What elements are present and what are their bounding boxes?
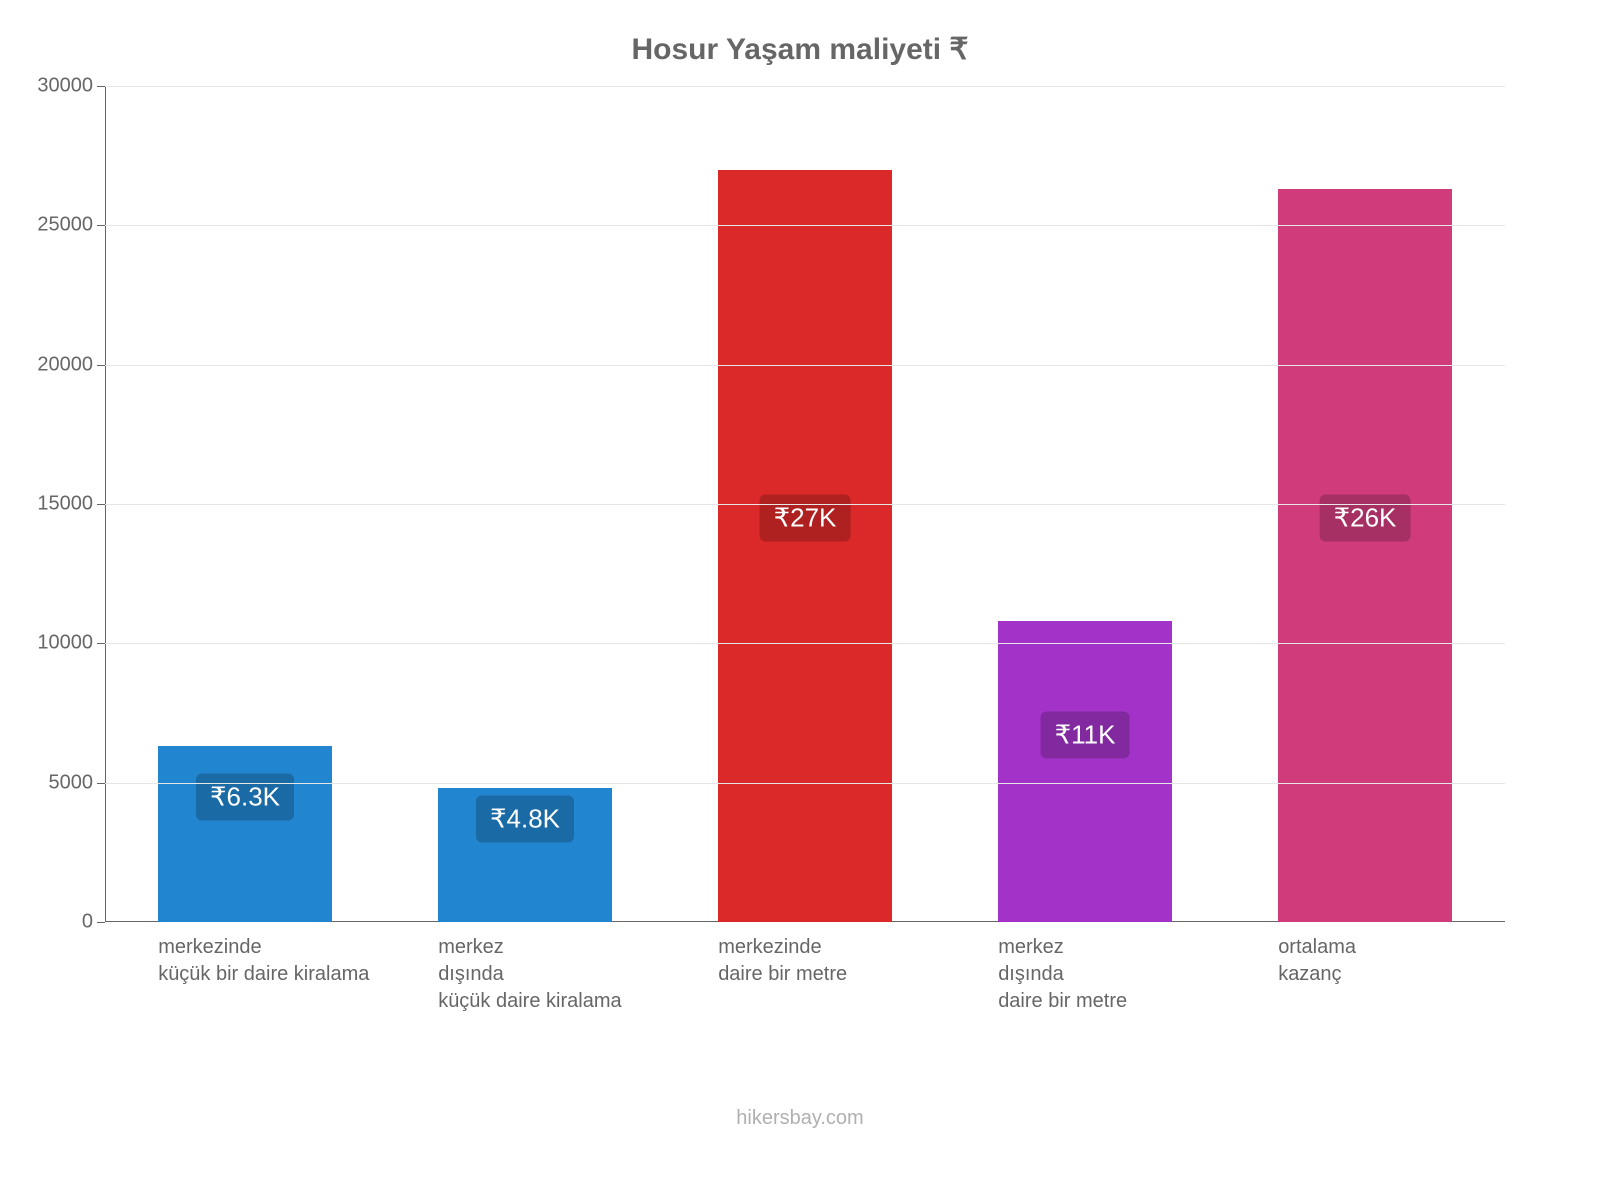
gridline: [105, 783, 1505, 784]
y-tick-label: 15000: [37, 493, 93, 516]
x-tick-label: ortalama kazanç: [1278, 934, 1544, 988]
gridline: [105, 504, 1505, 505]
bar: [1278, 189, 1452, 922]
y-tick-mark: [97, 365, 105, 366]
y-tick-label: 0: [82, 911, 93, 934]
chart-title: Hosur Yaşam maliyeti ₹: [0, 32, 1600, 67]
y-tick-label: 20000: [37, 353, 93, 376]
y-tick-mark: [97, 225, 105, 226]
bar-value-badge: ₹27K: [760, 494, 851, 541]
gridline: [105, 643, 1505, 644]
bar: [718, 170, 892, 922]
bar-value-badge: ₹4.8K: [476, 795, 574, 842]
y-tick-label: 25000: [37, 214, 93, 237]
gridline: [105, 86, 1505, 87]
gridline: [105, 365, 1505, 366]
y-tick-label: 5000: [49, 771, 94, 794]
attribution-text: hikersbay.com: [0, 1107, 1600, 1130]
bar-value-badge: ₹6.3K: [196, 773, 294, 820]
cost-of-living-chart: Hosur Yaşam maliyeti ₹ ₹6.3K ₹4.8K ₹27K ₹11…: [0, 0, 1600, 1200]
bar-value-badge: ₹11K: [1041, 712, 1130, 759]
plot-area: ₹6.3K₹4.8K₹27K₹11K₹26K 05000100001500020…: [105, 86, 1505, 922]
x-tick-label: merkezinde küçük bir daire kiralama: [158, 934, 424, 988]
y-tick-mark: [97, 504, 105, 505]
bar: [998, 621, 1172, 922]
y-tick-mark: [97, 783, 105, 784]
y-tick-mark: [97, 922, 105, 923]
y-tick-mark: [97, 643, 105, 644]
x-tick-label: merkez dışında küçük daire kiralama: [438, 934, 704, 1015]
y-tick-label: 30000: [37, 75, 93, 98]
y-tick-mark: [97, 86, 105, 87]
bar-value-badge: ₹26K: [1320, 494, 1411, 541]
x-tick-label: merkezinde daire bir metre: [718, 934, 984, 988]
gridline: [105, 225, 1505, 226]
y-tick-label: 10000: [37, 632, 93, 655]
x-tick-label: merkez dışında daire bir metre: [998, 934, 1264, 1015]
